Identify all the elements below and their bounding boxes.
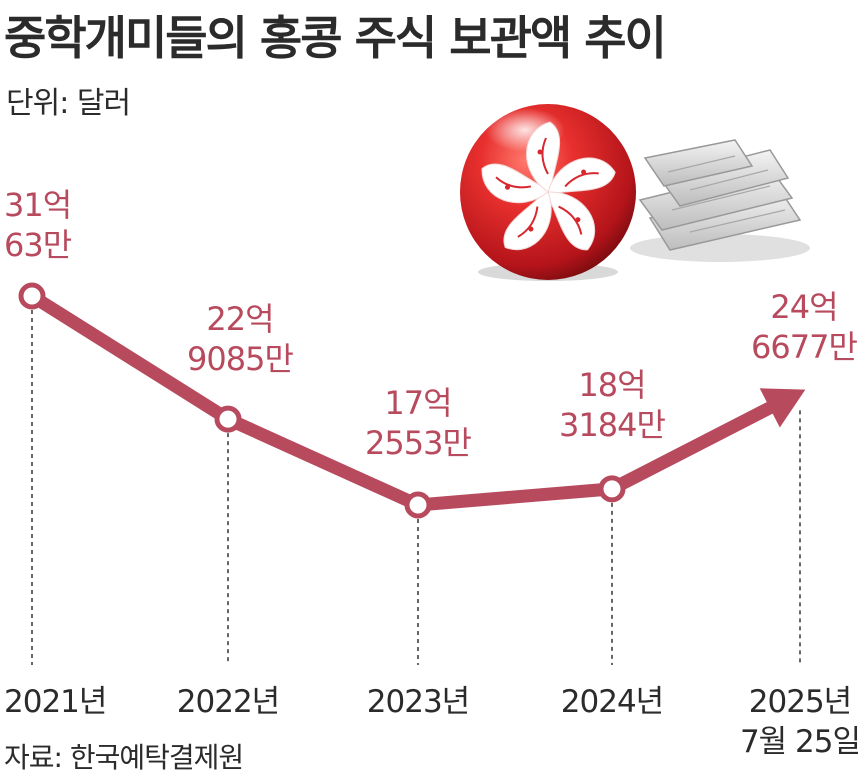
value-label: 3184만	[559, 406, 665, 444]
value-label: 24억	[770, 288, 837, 326]
chart-title: 중학개미들의 홍콩 주식 보관액 추이	[4, 11, 667, 65]
drop-lines	[31, 310, 801, 665]
x-tick-label: 2023년	[367, 684, 469, 720]
x-tick-label: 2022년	[177, 684, 279, 720]
value-label: 17억	[384, 384, 451, 422]
value-label: 2553만	[365, 424, 471, 462]
data-markers	[18, 282, 626, 519]
unit-label: 단위: 달러	[6, 86, 131, 121]
data-point	[214, 405, 242, 433]
value-label: 31억	[4, 186, 71, 224]
data-point	[404, 491, 432, 519]
data-point	[598, 475, 626, 503]
value-label: 6677만	[751, 328, 857, 366]
x-tick-label: 7월 25일	[740, 724, 860, 760]
x-axis-labels: 2021년 2022년 2023년 2024년 2025년 7월 25일	[4, 684, 860, 760]
source-note: 자료: 한국예탁결제원	[4, 741, 244, 774]
hong-kong-flag-ball-icon	[460, 104, 636, 281]
stock-papers-icon	[630, 139, 810, 262]
x-tick-label: 2025년	[749, 684, 851, 720]
data-point	[18, 282, 46, 310]
x-tick-label: 2024년	[561, 684, 663, 720]
value-label: 18억	[578, 366, 645, 404]
arrowhead	[759, 388, 806, 428]
x-tick-label: 2021년	[4, 684, 106, 720]
value-label: 9085만	[187, 340, 293, 378]
value-label: 22억	[206, 300, 273, 338]
value-label: 63만	[4, 226, 72, 264]
